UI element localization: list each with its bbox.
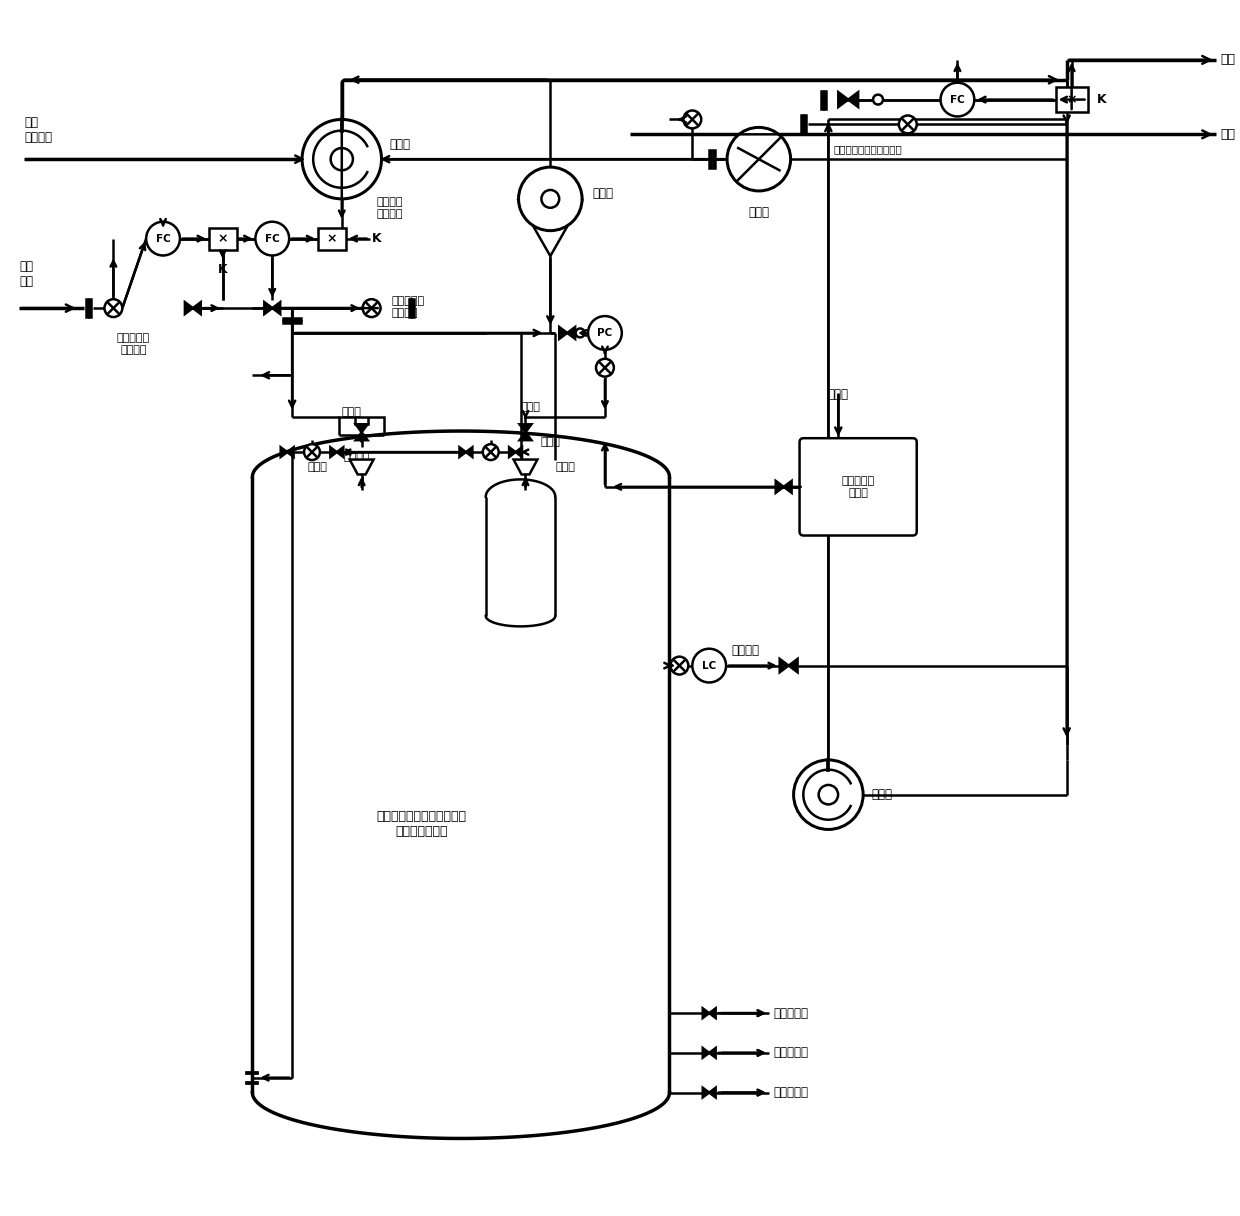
Circle shape xyxy=(683,111,702,129)
Text: ×: × xyxy=(217,232,228,246)
Polygon shape xyxy=(709,1088,715,1097)
Circle shape xyxy=(692,648,727,682)
Polygon shape xyxy=(513,460,537,474)
Polygon shape xyxy=(789,659,797,672)
Polygon shape xyxy=(273,302,280,314)
Polygon shape xyxy=(520,432,532,440)
Polygon shape xyxy=(703,1008,709,1018)
Text: 新鲜
液相进料: 新鲜 液相进料 xyxy=(24,117,52,145)
Polygon shape xyxy=(848,92,858,107)
Text: K: K xyxy=(1096,94,1106,106)
Circle shape xyxy=(482,444,498,460)
Text: 贫臭氧: 贫臭氧 xyxy=(342,407,362,417)
Text: FC: FC xyxy=(265,233,280,243)
Polygon shape xyxy=(520,424,532,432)
Circle shape xyxy=(727,128,791,191)
Polygon shape xyxy=(330,447,337,457)
Circle shape xyxy=(146,221,180,255)
Polygon shape xyxy=(288,447,294,457)
Text: 进料与臭氧
比值自调: 进料与臭氧 比值自调 xyxy=(117,333,150,355)
Polygon shape xyxy=(518,201,582,257)
Text: LC: LC xyxy=(702,660,717,670)
Circle shape xyxy=(104,299,123,317)
Circle shape xyxy=(255,221,289,255)
Polygon shape xyxy=(193,302,201,314)
FancyBboxPatch shape xyxy=(800,438,916,535)
Circle shape xyxy=(518,167,582,231)
Polygon shape xyxy=(709,1008,715,1018)
Circle shape xyxy=(794,760,863,829)
Text: ×: × xyxy=(1066,94,1076,106)
Polygon shape xyxy=(356,424,367,432)
Text: 喷射器: 喷射器 xyxy=(308,462,327,472)
Text: 扑沫液: 扑沫液 xyxy=(541,438,560,447)
Polygon shape xyxy=(709,1048,715,1058)
Text: 冷却水上水: 冷却水上水 xyxy=(774,1086,808,1099)
Bar xyxy=(1055,88,1087,112)
Text: 液位自调: 液位自调 xyxy=(732,644,759,657)
Text: K: K xyxy=(218,264,227,276)
Text: 反应器气相
压力自调: 反应器气相 压力自调 xyxy=(392,297,424,319)
Polygon shape xyxy=(466,447,472,457)
Circle shape xyxy=(941,83,975,117)
Polygon shape xyxy=(356,432,367,440)
Polygon shape xyxy=(516,447,522,457)
Text: 臭氧催化氧化喷射式非均相
等温连续反应器: 臭氧催化氧化喷射式非均相 等温连续反应器 xyxy=(376,811,466,839)
Text: ×: × xyxy=(326,232,337,246)
Text: 新鲜
臭氧: 新鲜 臭氧 xyxy=(19,260,33,288)
Polygon shape xyxy=(280,447,288,457)
Text: 喷射器: 喷射器 xyxy=(556,462,575,472)
Polygon shape xyxy=(264,302,273,314)
Text: 贫臭氧: 贫臭氧 xyxy=(521,402,541,412)
Circle shape xyxy=(304,444,320,460)
Bar xyxy=(208,227,237,249)
Circle shape xyxy=(303,119,382,199)
Polygon shape xyxy=(784,480,791,492)
Text: 超声波雾化
加湿器: 超声波雾化 加湿器 xyxy=(842,475,874,497)
Text: FC: FC xyxy=(950,95,965,105)
Circle shape xyxy=(596,359,614,377)
Bar xyxy=(317,227,346,249)
Text: K: K xyxy=(372,232,381,246)
Circle shape xyxy=(588,316,621,350)
Text: 出料泵: 出料泵 xyxy=(870,788,892,801)
Polygon shape xyxy=(776,480,784,492)
Text: 尾气: 尾气 xyxy=(1220,128,1235,141)
Text: 出料: 出料 xyxy=(1220,54,1235,67)
Polygon shape xyxy=(510,447,516,457)
Text: 引风机: 引风机 xyxy=(591,187,613,201)
Text: 新鲜臭氧
分流自调: 新鲜臭氧 分流自调 xyxy=(377,197,403,219)
Circle shape xyxy=(362,299,381,317)
Text: PC: PC xyxy=(598,328,613,338)
Polygon shape xyxy=(838,92,848,107)
Polygon shape xyxy=(337,447,343,457)
Text: FC: FC xyxy=(156,233,170,243)
Circle shape xyxy=(671,657,688,675)
Polygon shape xyxy=(780,659,789,672)
Polygon shape xyxy=(559,327,567,339)
Text: 出料与返料分流比值调节: 出料与返料分流比值调节 xyxy=(833,145,903,154)
Circle shape xyxy=(899,116,916,134)
Polygon shape xyxy=(567,327,575,339)
Polygon shape xyxy=(185,302,193,314)
Text: 冷却水回水: 冷却水回水 xyxy=(774,1007,808,1020)
Polygon shape xyxy=(703,1048,709,1058)
Text: 防爆水封: 防爆水封 xyxy=(343,452,370,462)
Polygon shape xyxy=(350,460,373,474)
Polygon shape xyxy=(460,447,466,457)
Text: 除盐水: 除盐水 xyxy=(828,388,849,400)
Text: 进料泵: 进料泵 xyxy=(389,137,410,151)
Text: 冷却器: 冷却器 xyxy=(749,206,769,219)
Circle shape xyxy=(873,95,883,105)
Text: 冷却水回水: 冷却水回水 xyxy=(774,1046,808,1059)
Circle shape xyxy=(575,328,584,337)
Polygon shape xyxy=(703,1088,709,1097)
